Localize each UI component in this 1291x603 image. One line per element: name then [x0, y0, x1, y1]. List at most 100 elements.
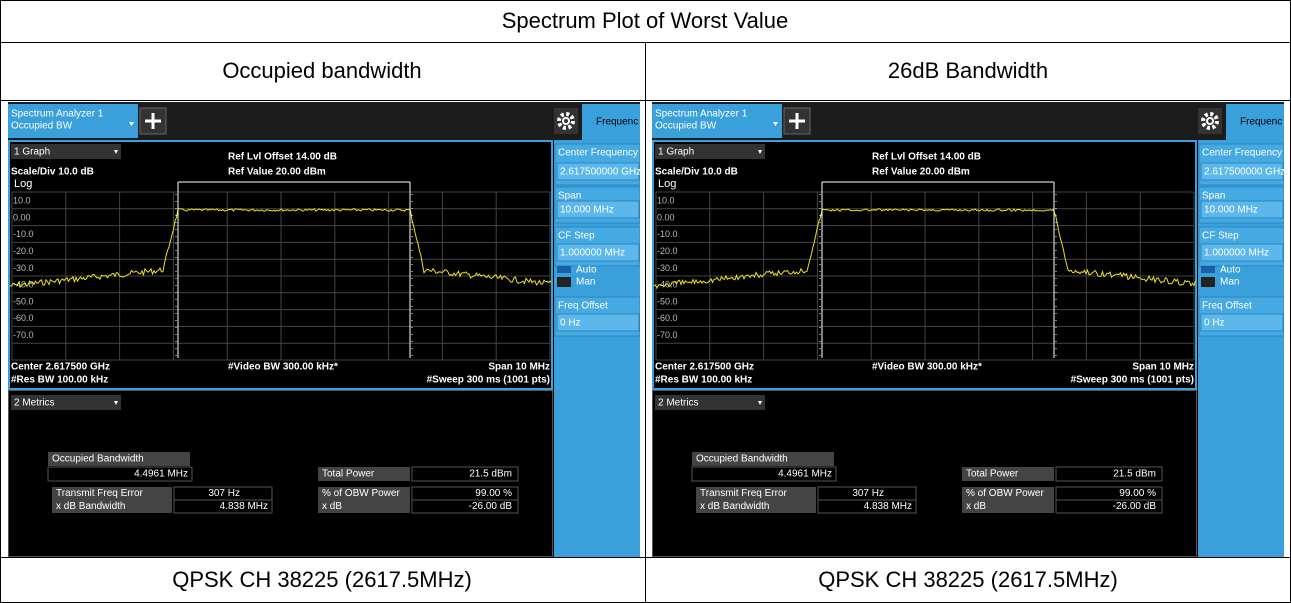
res-bw-label: #Res BW 100.00 kHz [11, 375, 108, 386]
metric-label-box [52, 500, 172, 513]
metric-label-box [692, 452, 834, 466]
metric-label-box [962, 500, 1054, 513]
y-label: -10.0 [13, 229, 34, 239]
center-label: Center 2.617500 GHz [11, 362, 110, 373]
metric-value: 21.5 dBm [1113, 469, 1156, 480]
metric-value-box [411, 499, 519, 514]
table-title: Spectrum Plot of Worst Value [502, 8, 789, 33]
menu-arrow [758, 401, 762, 405]
side-label: Freq Offset [558, 301, 608, 312]
metric-label: % of OBW Power [322, 488, 400, 499]
y-label: -30.0 [657, 263, 678, 273]
ref-value: Ref Value 20.00 dBm [228, 167, 326, 178]
side-label: CF Step [1202, 231, 1239, 242]
y-label: -50.0 [657, 296, 678, 306]
side-value-box [1200, 162, 1284, 181]
tab[interactable] [652, 104, 782, 138]
metric-value-box [47, 466, 193, 482]
y-label: -20.0 [13, 246, 34, 256]
side-value: 0 Hz [1204, 318, 1225, 329]
graph-menu[interactable] [655, 144, 765, 159]
metrics-menu[interactable] [655, 395, 765, 410]
side-value: 10.000 MHz [560, 205, 614, 216]
metric-label: x dB [966, 501, 986, 512]
column-header: Occupied bandwidth [222, 58, 421, 83]
sweep-label: #Sweep 300 ms (1001 pts) [1071, 375, 1194, 386]
metric-value: 307 Hz [208, 488, 240, 499]
metric-value: -26.00 dB [469, 501, 513, 512]
metric-value: -26.00 dB [1113, 501, 1157, 512]
y-label: -60.0 [657, 313, 678, 323]
metric-label: Occupied Bandwidth [52, 454, 144, 465]
side-value-box [556, 243, 640, 262]
scale-label: Scale/Div 10.0 dB [11, 167, 94, 178]
side-label: Center Frequency [1202, 148, 1282, 159]
metric-value: 4.4961 MHz [134, 469, 188, 480]
y-label: 10.0 [657, 196, 675, 206]
auto-toggle[interactable] [557, 266, 571, 273]
ref-offset: Ref Lvl Offset 14.00 dB [228, 152, 337, 163]
metric-value-box [817, 499, 917, 514]
y-label: -60.0 [13, 313, 34, 323]
metric-label: Occupied Bandwidth [696, 454, 788, 465]
metrics-menu[interactable] [11, 395, 121, 410]
side-value: 2.617500000 GHz [560, 167, 641, 178]
tab-subtitle: Occupied BW [11, 121, 73, 132]
y-label: -10.0 [657, 229, 678, 239]
tab-title: Spectrum Analyzer 1 [11, 109, 104, 120]
metric-label-box [696, 487, 816, 500]
graph-menu[interactable] [11, 144, 121, 159]
metric-label-box [962, 467, 1054, 481]
metric-value-box [173, 499, 273, 514]
plus-icon [145, 113, 161, 129]
sweep-label: #Sweep 300 ms (1001 pts) [427, 375, 550, 386]
metric-value-box [1055, 466, 1163, 482]
tab-title: Spectrum Analyzer 1 [655, 109, 748, 120]
y-label: -70.0 [13, 330, 34, 340]
side-value-box [556, 162, 640, 181]
menu-arrow [758, 150, 762, 154]
man-toggle[interactable] [1201, 277, 1215, 287]
metrics-menu-label: 2 Metrics [14, 398, 55, 409]
tab-arrow [129, 122, 134, 126]
man-toggle[interactable] [557, 277, 571, 287]
metric-label: % of OBW Power [966, 488, 1044, 499]
graph-menu-label: 1 Graph [658, 147, 694, 158]
bandwidth-markers [177, 181, 411, 358]
metric-label-box [318, 487, 410, 500]
metric-label-box [52, 487, 172, 500]
log-label: Log [14, 178, 32, 190]
y-label: -70.0 [657, 330, 678, 340]
bandwidth-markers [821, 181, 1055, 358]
column-footer: QPSK CH 38225 (2617.5MHz) [818, 567, 1118, 592]
graph-menu-label: 1 Graph [14, 147, 50, 158]
tab[interactable] [8, 104, 138, 138]
side-label: CF Step [558, 231, 595, 242]
side-value-box [556, 313, 640, 332]
side-tab-label: Frequenc [1240, 117, 1282, 128]
plus-icon [789, 113, 805, 129]
auto-toggle[interactable] [1201, 266, 1215, 273]
metrics-menu-label: 2 Metrics [658, 398, 699, 409]
log-label: Log [658, 178, 676, 190]
side-tab-label: Frequenc [596, 117, 638, 128]
man-label: Man [1220, 277, 1239, 288]
metric-label-box [696, 500, 816, 513]
auto-label: Auto [1220, 265, 1241, 276]
column-header: 26dB Bandwidth [888, 58, 1048, 83]
side-value: 10.000 MHz [1204, 205, 1258, 216]
ref-value: Ref Value 20.00 dBm [872, 167, 970, 178]
side-tab[interactable] [1226, 104, 1286, 140]
span-label: Span 10 MHz [1132, 362, 1194, 373]
metric-label: x dB Bandwidth [700, 501, 770, 512]
video-bw-label: #Video BW 300.00 kHz* [872, 362, 982, 373]
column-footer: QPSK CH 38225 (2617.5MHz) [172, 567, 472, 592]
menu-arrow [114, 150, 118, 154]
side-tab[interactable] [582, 104, 642, 140]
side-label: Span [1202, 191, 1225, 202]
y-label: 0.00 [657, 212, 675, 222]
side-value: 2.617500000 GHz [1204, 167, 1285, 178]
side-value: 1.000000 MHz [560, 248, 625, 259]
